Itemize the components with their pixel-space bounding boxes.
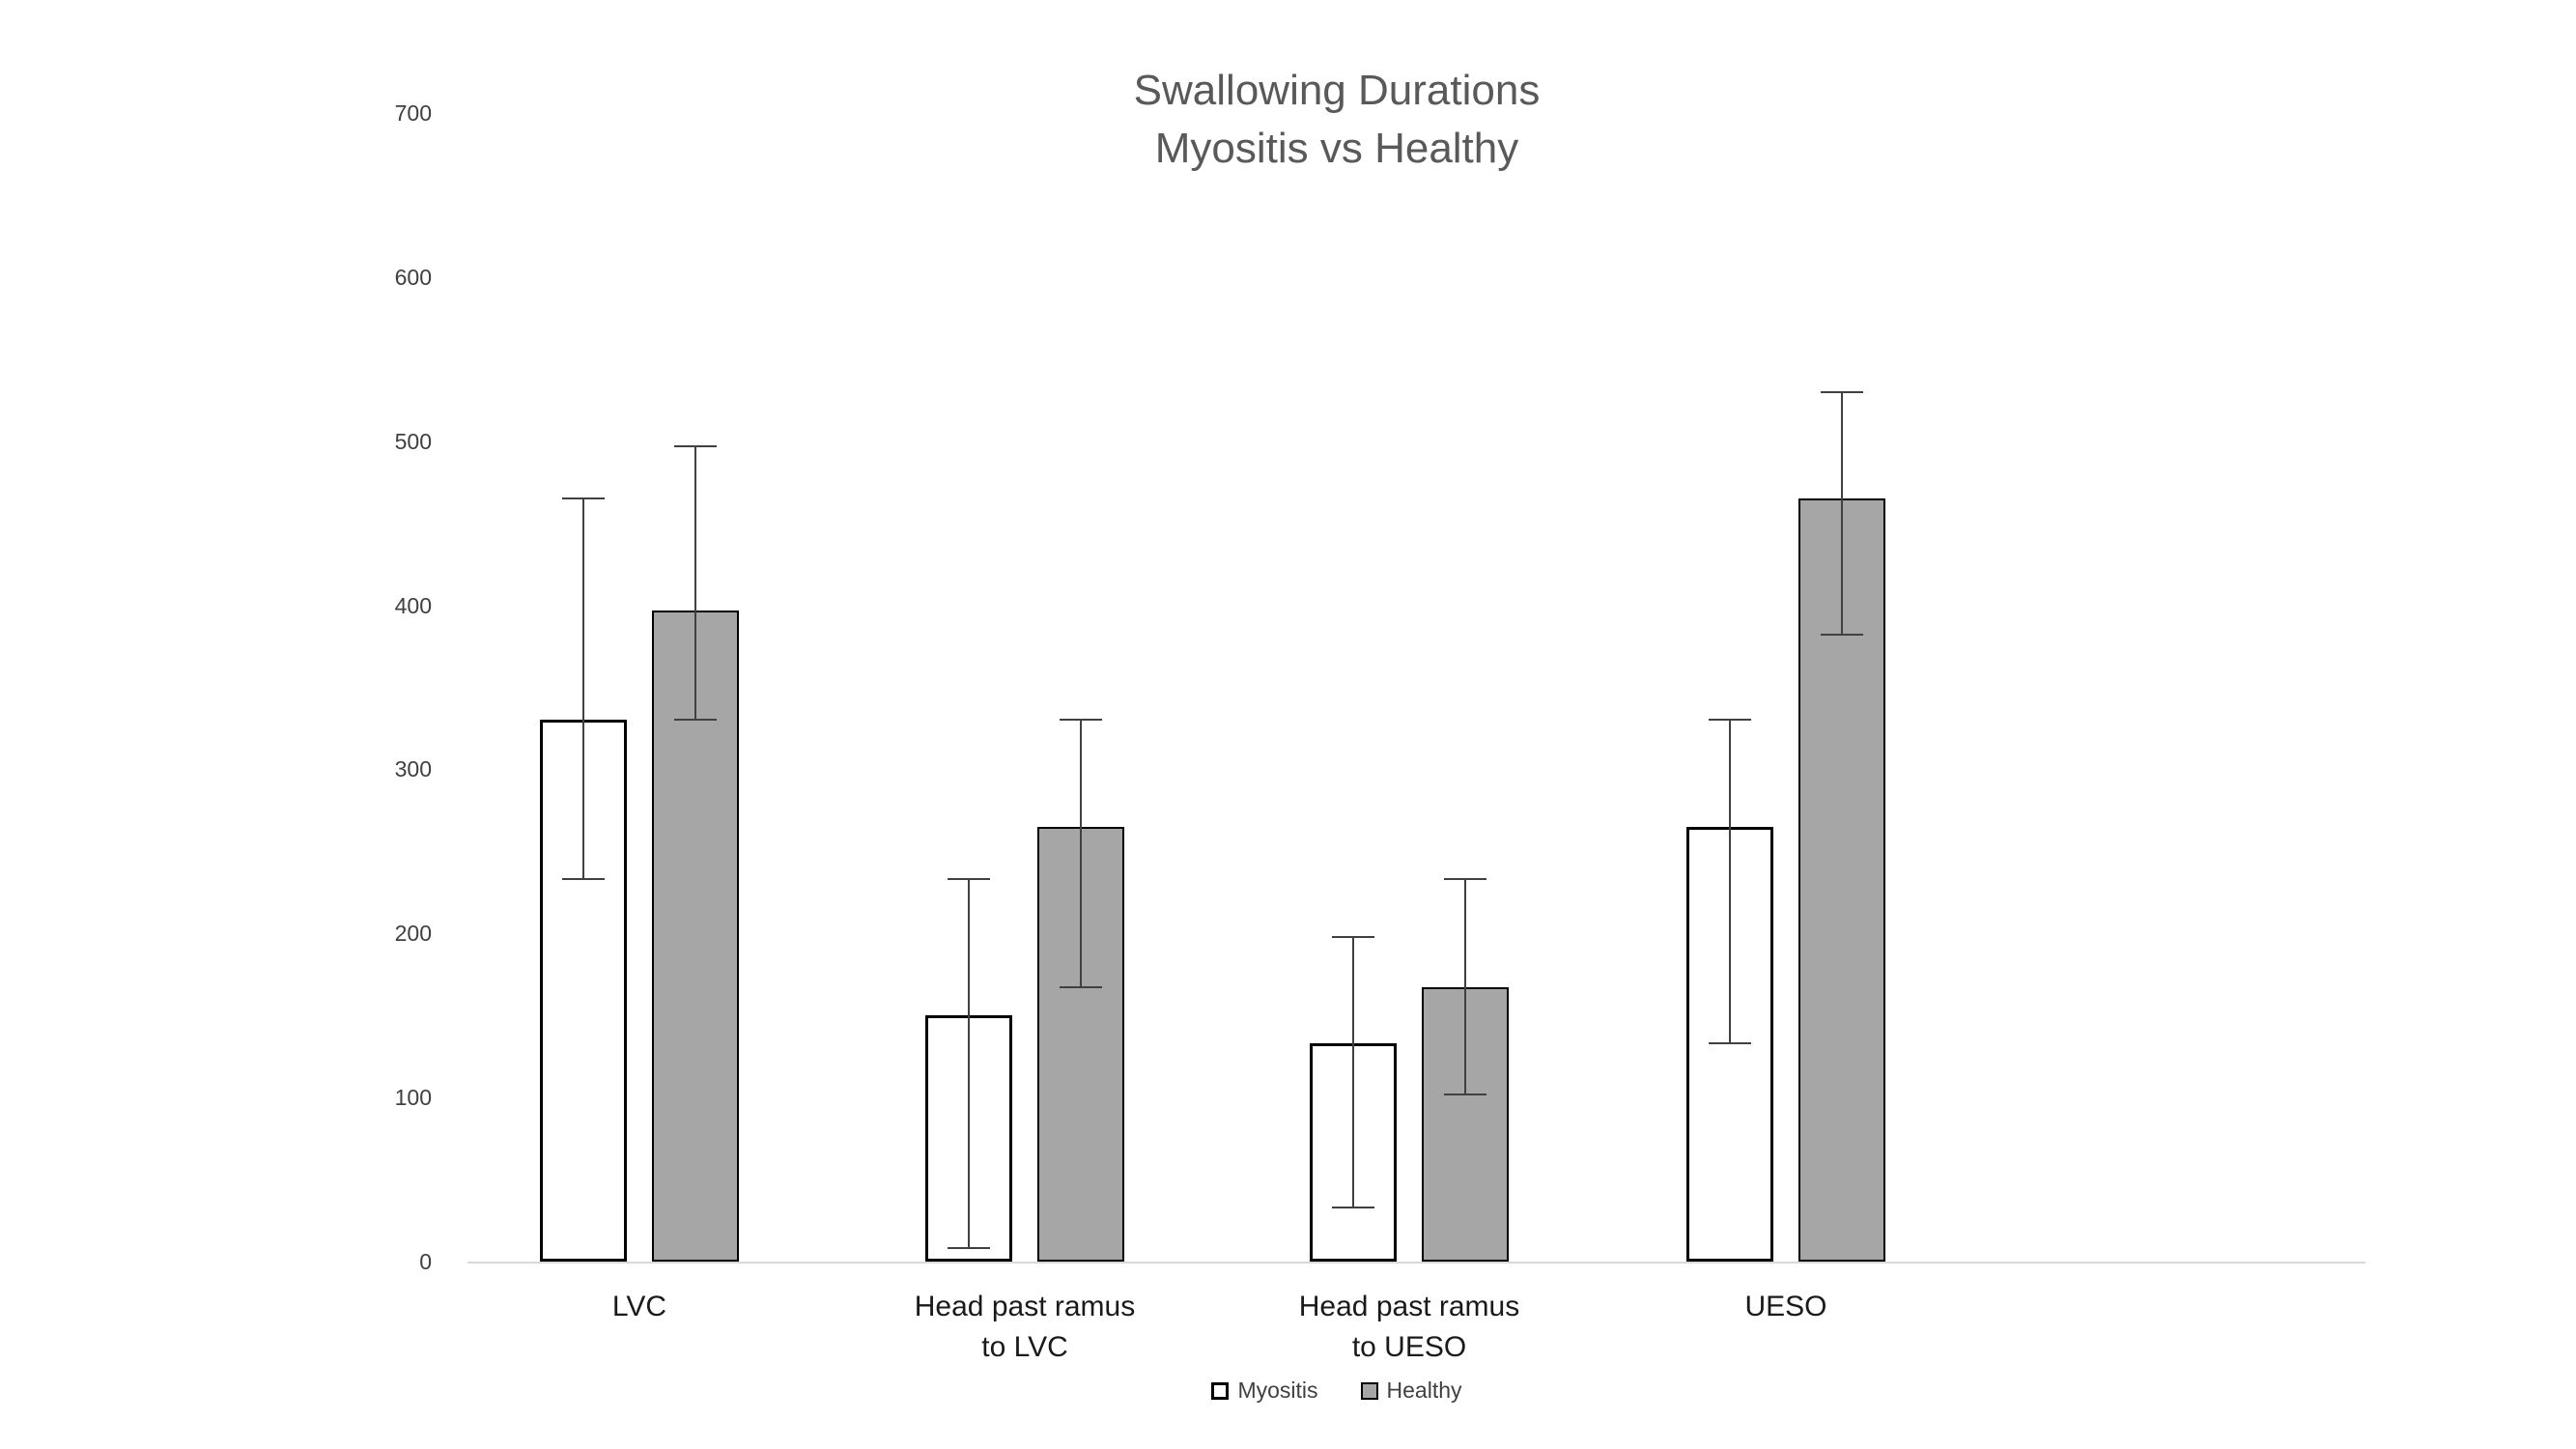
error-bar-cap-bottom	[1332, 1206, 1374, 1208]
x-category-label-line: Head past ramus	[914, 1291, 1136, 1322]
error-bar-cap-bottom	[948, 1247, 990, 1250]
error-bar-cap-top	[1821, 390, 1863, 393]
error-bar-cap-bottom	[1821, 634, 1863, 637]
x-category-label: UESO	[1544, 1287, 2027, 1327]
error-bar-cap-bottom	[562, 878, 605, 881]
chart-legend: Myositis Healthy	[467, 1378, 2206, 1404]
error-bar-cap-bottom	[1709, 1042, 1751, 1045]
x-category-label-line: UESO	[1744, 1291, 1827, 1322]
y-axis-tick-label: 600	[394, 264, 432, 290]
x-axis-line	[467, 1262, 2365, 1264]
error-bar-line	[1352, 936, 1354, 1208]
chart-title-line2: Myositis vs Healthy	[1154, 125, 1519, 172]
x-category-label: Head past ramus to UESO	[1168, 1287, 1651, 1368]
error-bar-cap-bottom	[674, 719, 717, 722]
error-bar-line	[1729, 720, 1731, 1044]
y-axis-tick-label: 200	[394, 921, 432, 947]
healthy-swatch-icon	[1360, 1381, 1378, 1400]
error-bar-line	[1080, 720, 1082, 988]
error-bar-line	[582, 498, 584, 880]
legend-item-myositis: Myositis	[1211, 1378, 1318, 1404]
y-axis-tick-label: 500	[394, 428, 432, 454]
x-category-label: Head past ramus to LVC	[783, 1287, 1266, 1368]
error-bar-line	[968, 879, 970, 1249]
error-bar-cap-top	[1060, 719, 1102, 722]
error-bar-cap-top	[562, 497, 605, 500]
error-bar-cap-bottom	[1444, 1093, 1486, 1095]
error-bar-cap-top	[674, 444, 717, 447]
x-category-label-line: Head past ramus	[1298, 1291, 1520, 1322]
error-bar-cap-bottom	[1060, 986, 1102, 989]
x-category-label: LVC	[398, 1287, 881, 1327]
error-bar-cap-top	[1332, 935, 1374, 938]
y-axis-tick-label: 700	[394, 100, 432, 126]
legend-label-myositis: Myositis	[1237, 1378, 1318, 1403]
y-axis-tick-label: 100	[394, 1085, 432, 1111]
error-bar-line	[694, 445, 696, 721]
chart-title: Swallowing Durations Myositis vs Healthy	[467, 62, 2206, 178]
legend-label-healthy: Healthy	[1386, 1378, 1462, 1403]
y-axis-tick-label: 0	[419, 1249, 432, 1274]
myositis-swatch-icon	[1211, 1381, 1230, 1400]
error-bar-line	[1464, 879, 1466, 1094]
x-category-label-line: to LVC	[981, 1331, 1068, 1363]
error-bar-cap-top	[1444, 878, 1486, 881]
y-axis-tick-label: 400	[394, 592, 432, 618]
chart-title-line1: Swallowing Durations	[1133, 67, 1541, 114]
x-category-label-line: to UESO	[1351, 1331, 1467, 1363]
error-bar-line	[1841, 391, 1843, 636]
y-axis-tick-label: 300	[394, 756, 432, 782]
legend-item-healthy: Healthy	[1360, 1378, 1462, 1404]
error-bar-cap-top	[948, 878, 990, 881]
x-category-label-line: LVC	[611, 1291, 667, 1322]
error-bar-cap-top	[1709, 719, 1751, 722]
